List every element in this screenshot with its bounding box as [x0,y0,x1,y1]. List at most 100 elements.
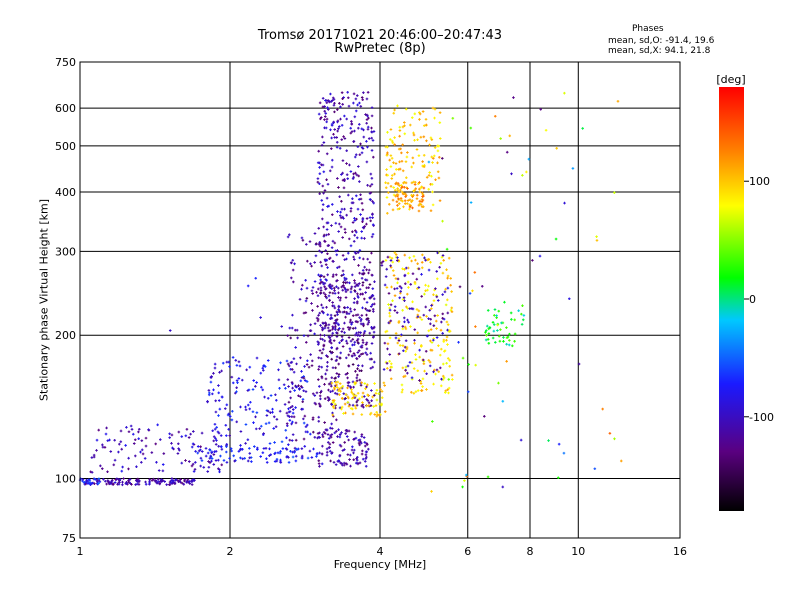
data-point [397,339,401,342]
point-cluster-E-plateau [194,446,319,464]
data-point [360,236,363,240]
data-point [362,395,366,398]
data-point [361,208,365,212]
data-point [199,464,202,468]
data-point [340,330,344,333]
data-point [157,469,161,472]
data-point [289,396,292,400]
data-point [324,287,327,291]
data-point [194,461,197,464]
data-point [338,393,341,396]
data-point [352,458,356,462]
data-point [330,147,333,150]
data-point [354,320,358,324]
data-point [355,379,359,383]
data-point [309,262,312,266]
data-point [360,413,364,416]
data-point [335,311,339,314]
data-point [351,412,355,416]
data-point [303,365,306,368]
data-point [366,125,370,129]
data-point [486,338,490,341]
data-point [348,347,352,351]
data-point [291,411,295,415]
data-point [370,126,373,130]
data-point [313,280,317,283]
data-point [305,363,309,366]
data-point [386,182,390,185]
data-point [340,207,344,211]
data-point [212,435,216,439]
data-point [212,439,216,443]
data-point [432,299,436,302]
data-point [396,256,399,259]
data-point [450,310,454,314]
data-point [165,483,168,486]
data-point [310,289,314,293]
data-point [280,440,284,444]
data-point [319,356,323,360]
data-point [320,251,324,254]
data-point [275,399,278,402]
data-point [521,318,525,322]
data-point [344,393,348,396]
data-point [254,276,258,280]
data-point [346,386,349,390]
data-point [463,479,466,482]
data-point [301,398,305,401]
data-point [294,438,298,442]
point-cluster-F2-lower-bands [316,272,376,410]
data-point [418,348,421,352]
data-point [429,348,433,352]
data-point [330,427,334,430]
data-point [321,135,324,139]
data-point [220,395,224,399]
data-point [178,448,181,452]
data-point [354,171,357,175]
data-point [266,396,270,400]
data-point [331,203,334,206]
data-point [355,403,359,407]
data-point [357,438,361,442]
data-point [343,227,347,231]
data-point [128,478,132,481]
data-point [429,317,433,321]
data-point [443,349,447,353]
data-point [436,144,439,148]
data-point [134,483,137,486]
data-point [264,422,268,426]
data-point [352,393,356,397]
data-point [355,400,358,404]
data-point [324,377,328,381]
data-point [274,451,277,455]
data-point [415,287,419,290]
data-point [85,478,88,482]
data-point [321,306,325,310]
data-point [373,394,376,397]
data-point [416,369,420,373]
data-point [241,447,244,451]
data-point [332,406,336,410]
data-point [409,325,412,328]
data-point [360,151,364,155]
data-point [108,438,111,442]
data-point [329,338,332,342]
data-point [365,268,368,272]
data-point [293,389,296,392]
data-point [321,444,324,448]
data-point [326,395,330,399]
data-point [331,99,334,102]
data-point [338,387,341,391]
data-point [345,162,348,165]
data-point [370,251,373,255]
data-point [404,368,407,372]
data-point [339,105,342,109]
data-point [358,123,361,126]
data-point [318,349,322,352]
data-point [333,289,336,292]
data-point [210,457,214,460]
data-point [335,145,339,149]
data-point [327,388,330,392]
data-point [121,483,124,487]
data-point [313,401,317,405]
